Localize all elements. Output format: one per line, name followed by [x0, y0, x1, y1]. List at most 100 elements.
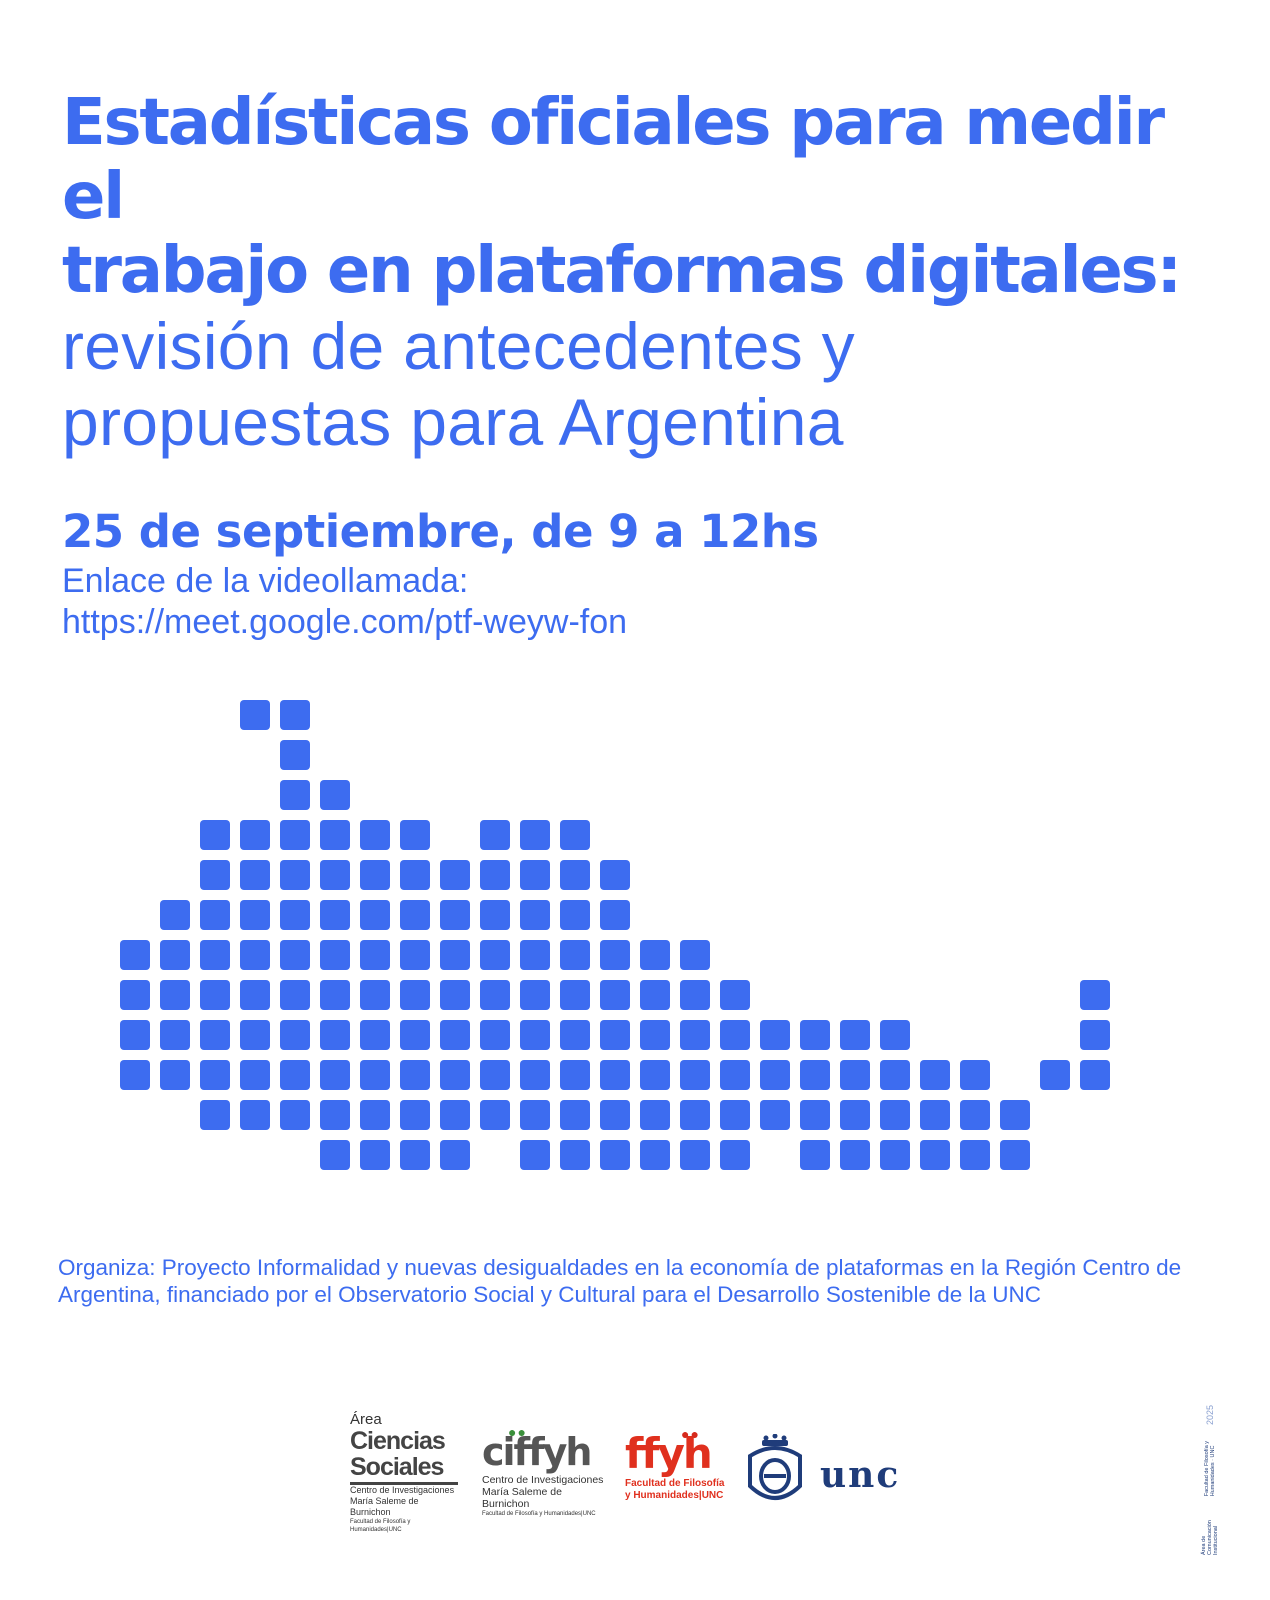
map-pixel — [960, 1100, 990, 1130]
unc-logo: unc — [740, 1433, 910, 1514]
map-pixel — [280, 900, 310, 930]
map-pixel — [400, 820, 430, 850]
map-pixel — [240, 1100, 270, 1130]
map-pixel — [840, 1100, 870, 1130]
map-pixel — [480, 1060, 510, 1090]
map-pixel — [400, 1060, 430, 1090]
csoc-sub1: Centro de Investigaciones — [350, 1485, 455, 1495]
map-pixel — [920, 1060, 950, 1090]
map-pixel — [280, 980, 310, 1010]
map-pixel — [320, 1020, 350, 1050]
map-pixel — [240, 940, 270, 970]
map-pixel — [680, 980, 710, 1010]
map-pixel — [760, 1020, 790, 1050]
map-pixel — [720, 1140, 750, 1170]
map-pixel — [1000, 1140, 1030, 1170]
map-pixel — [520, 900, 550, 930]
map-pixel — [320, 780, 350, 810]
map-pixel — [520, 1020, 550, 1050]
map-pixel — [160, 940, 190, 970]
map-pixel — [440, 940, 470, 970]
map-pixel — [1080, 980, 1110, 1010]
map-pixel — [560, 980, 590, 1010]
map-pixel — [680, 1060, 710, 1090]
map-pixel — [560, 820, 590, 850]
unc-shield-icon — [748, 1433, 802, 1500]
map-pixel — [640, 980, 670, 1010]
map-pixel — [520, 820, 550, 850]
map-pixel — [520, 1140, 550, 1170]
map-pixel — [800, 1140, 830, 1170]
map-pixel — [200, 900, 230, 930]
map-pixel — [800, 1020, 830, 1050]
videocall-link-label: Enlace de la videollamada: — [62, 562, 469, 600]
map-pixel — [680, 1020, 710, 1050]
map-pixel — [760, 1060, 790, 1090]
map-pixel — [400, 900, 430, 930]
map-pixel — [240, 980, 270, 1010]
map-pixel — [160, 1060, 190, 1090]
map-pixel — [920, 1140, 950, 1170]
map-pixel — [600, 1060, 630, 1090]
csoc-line1: Ciencias — [350, 1427, 446, 1455]
logos-bar: Área Ciencias Sociales Centro de Investi… — [0, 1400, 1270, 1600]
map-pixel — [280, 1060, 310, 1090]
ffyh-dots-icon: ●● — [681, 1426, 700, 1442]
map-pixel — [720, 1100, 750, 1130]
map-pixel — [560, 860, 590, 890]
argentina-pixel-map — [120, 700, 1110, 1170]
map-pixel — [400, 1020, 430, 1050]
ffyh-logo: ●● ffyh Facultad de Filosofía y Humanida… — [625, 1426, 735, 1502]
map-pixel — [600, 940, 630, 970]
map-pixel — [400, 1140, 430, 1170]
map-pixel — [720, 980, 750, 1010]
videocall-link[interactable]: https://meet.google.com/ptf-weyw-fon — [62, 603, 628, 641]
map-pixel — [520, 1060, 550, 1090]
ffyh-sub1: Facultad de Filosofía — [625, 1478, 725, 1489]
map-pixel — [480, 1020, 510, 1050]
map-pixel — [360, 940, 390, 970]
map-pixel — [320, 1100, 350, 1130]
map-pixel — [800, 1100, 830, 1130]
credit-line1: Área de Comunicación Institucional — [1201, 1520, 1219, 1555]
title-light-line-1: revisión de antecedentes y — [62, 309, 855, 383]
map-pixel — [400, 940, 430, 970]
map-pixel — [560, 1100, 590, 1130]
map-pixel — [520, 980, 550, 1010]
map-pixel — [440, 900, 470, 930]
map-pixel — [280, 940, 310, 970]
map-pixel — [640, 1100, 670, 1130]
map-pixel — [400, 1100, 430, 1130]
map-pixel — [960, 1140, 990, 1170]
map-pixel — [560, 940, 590, 970]
map-pixel — [680, 940, 710, 970]
ciencias-sociales-logo: Área Ciencias Sociales Centro de Investi… — [350, 1412, 460, 1534]
map-pixel — [680, 1140, 710, 1170]
ciffyh-name: ciffyh — [482, 1430, 592, 1474]
map-pixel — [600, 860, 630, 890]
map-pixel — [280, 820, 310, 850]
map-pixel — [200, 980, 230, 1010]
map-pixel — [320, 940, 350, 970]
ffyh-name: ffyh — [625, 1429, 713, 1478]
map-pixel — [560, 900, 590, 930]
map-pixel — [680, 1100, 710, 1130]
map-pixel — [120, 1020, 150, 1050]
unc-name: unc — [820, 1454, 901, 1496]
event-date: 25 de septiembre, de 9 a 12hs — [62, 505, 819, 558]
map-pixel — [120, 980, 150, 1010]
map-pixel — [520, 1100, 550, 1130]
title-block: Estadísticas oficiales para medir el tra… — [62, 86, 1212, 460]
map-pixel — [280, 740, 310, 770]
csoc-sub3: Facultad de Filosofía y Humanidades|UNC — [350, 1519, 411, 1533]
map-pixel — [200, 860, 230, 890]
map-pixel — [840, 1060, 870, 1090]
title-light-line-2: propuestas para Argentina — [62, 385, 844, 459]
map-pixel — [600, 900, 630, 930]
ciffyh-sub2: María Saleme de Burnichon — [482, 1486, 562, 1510]
map-pixel — [600, 1020, 630, 1050]
map-pixel — [880, 1100, 910, 1130]
map-pixel — [440, 860, 470, 890]
map-pixel — [720, 1020, 750, 1050]
map-pixel — [360, 1060, 390, 1090]
